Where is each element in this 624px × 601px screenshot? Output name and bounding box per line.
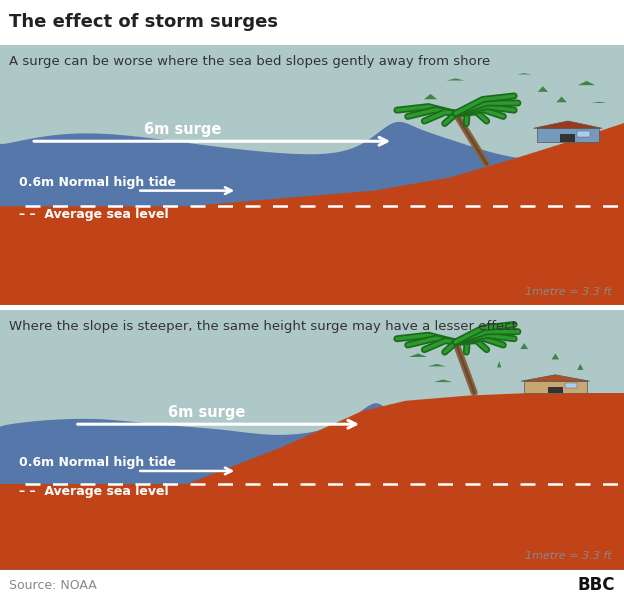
Polygon shape: [0, 122, 624, 305]
Bar: [560, 135, 575, 142]
Text: 1metre = 3.3 ft: 1metre = 3.3 ft: [525, 551, 612, 561]
Polygon shape: [434, 379, 452, 382]
Text: 0.6m Normal high tide: 0.6m Normal high tide: [19, 456, 176, 469]
Polygon shape: [0, 393, 624, 570]
Bar: [537, 128, 599, 142]
Text: 1metre = 3.3 ft: 1metre = 3.3 ft: [525, 287, 612, 297]
Text: 6m surge: 6m surge: [144, 123, 221, 138]
Bar: [524, 381, 587, 393]
Text: A surge can be worse where the sea bed slopes gently away from shore: A surge can be worse where the sea bed s…: [9, 55, 490, 69]
Polygon shape: [578, 81, 595, 85]
Polygon shape: [424, 94, 437, 99]
Polygon shape: [520, 343, 528, 349]
Polygon shape: [437, 109, 449, 111]
Polygon shape: [0, 403, 624, 570]
Bar: [548, 386, 563, 393]
Polygon shape: [521, 375, 590, 381]
Text: The effect of storm surges: The effect of storm surges: [9, 13, 278, 31]
Text: Source: NOAA: Source: NOAA: [9, 579, 97, 592]
Bar: [565, 383, 577, 388]
Polygon shape: [517, 73, 532, 75]
Text: – –  Average sea level: – – Average sea level: [19, 207, 168, 221]
Bar: [577, 132, 590, 136]
Polygon shape: [538, 86, 548, 92]
Polygon shape: [592, 102, 607, 103]
Text: – –  Average sea level: – – Average sea level: [19, 485, 168, 498]
Text: BBC: BBC: [577, 576, 615, 594]
Polygon shape: [409, 353, 427, 357]
Text: 6m surge: 6m surge: [168, 405, 246, 420]
Polygon shape: [447, 78, 464, 81]
Polygon shape: [557, 97, 567, 102]
Polygon shape: [0, 123, 624, 305]
Polygon shape: [534, 121, 602, 128]
Polygon shape: [577, 364, 583, 370]
Text: Where the slope is steeper, the same height surge may have a lesser effect: Where the slope is steeper, the same hei…: [9, 320, 517, 333]
Text: 0.6m Normal high tide: 0.6m Normal high tide: [19, 175, 176, 189]
Polygon shape: [552, 353, 559, 359]
Polygon shape: [497, 361, 502, 367]
Polygon shape: [427, 364, 446, 367]
